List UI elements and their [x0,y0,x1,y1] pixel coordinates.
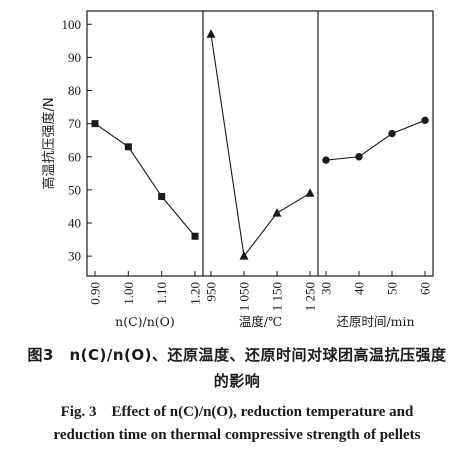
data-point-square [158,193,166,200]
figure-caption-cn-line2: 的影响 [213,372,261,390]
data-point-circle [322,156,330,164]
data-point-triangle [272,208,282,217]
y-tick-label: 30 [68,249,81,264]
x-axis-label: 还原时间/min [336,314,414,329]
x-tick-label: 60 [418,282,433,295]
data-point-circle [355,153,363,161]
plot-area: 30 40 50 60 70 80 90 100 高温抗压强度/N 0.90 1.00 1.10 1.2… [41,10,434,329]
x-tick-label: 0.90 [88,282,103,305]
data-point-circle [388,129,396,138]
x-tick-label: 1.00 [121,282,136,305]
chart: 30 40 50 60 70 80 90 100 高温抗压强度/N 0.90 1.00 1.10 1.2… [41,10,434,329]
y-tick-label: 90 [68,50,81,65]
y-tick-label: 50 [68,182,81,197]
data-point-triangle [239,251,249,260]
y-tick-label: 80 [68,83,81,98]
x-tick-label: 1.10 [154,282,169,305]
x-tick-label: 950 [204,282,219,302]
y-tick-label: 70 [68,116,81,131]
y-tick-label: 40 [68,216,81,231]
x-tick-label: 30 [319,282,334,295]
x-tick-label: 50 [385,282,400,295]
data-point-square [124,143,132,151]
x-axis-label: 温度/℃ [239,314,282,329]
x-tick-label: 1 250 [303,282,318,311]
y-axis-label: 高温抗压强度/N [41,97,57,189]
x-tick-label: 1 050 [237,282,252,311]
data-point-circle [421,116,429,125]
data-point-triangle [305,188,315,197]
figure-caption-en-line2: reduction time on thermal compressive st… [53,427,421,443]
x-tick-label: 40 [352,282,367,295]
series-line [325,119,426,161]
plot-frame [86,10,434,277]
data-point-square [191,232,199,240]
x-axis-label: n(C)/n(O) [115,314,175,329]
data-point-square [91,120,99,128]
y-tick-label: 60 [68,149,81,164]
x-tick-label: 1 150 [270,282,285,311]
x-tick-label: 1.20 [188,282,203,305]
series-line [210,34,311,258]
figure-caption-cn-line1: 图3 n(C)/n(O)、还原温度、还原时间对球团高温抗压强度 [27,346,447,364]
figure-caption-en-line1: Fig. 3 Effect of n(C)/n(O), reduction te… [60,404,414,420]
y-tick-label: 100 [62,17,82,32]
series-line [94,123,196,237]
data-point-triangle [206,29,216,38]
